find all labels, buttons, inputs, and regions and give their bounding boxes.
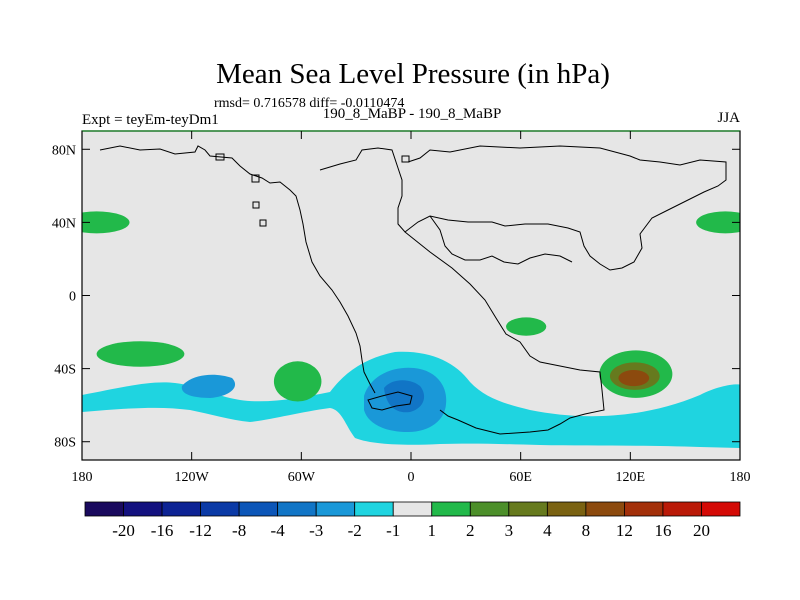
colorbar-box-11 xyxy=(508,501,548,517)
colorbar-box-6 xyxy=(315,501,356,517)
y-tick-label-1: 40N xyxy=(52,216,76,231)
colorbar-box-12 xyxy=(546,501,587,517)
colorbar-label-14: 16 xyxy=(654,521,671,540)
island-d xyxy=(259,219,267,227)
colorbar-label-4: -4 xyxy=(271,521,286,540)
colorbar-label-3: -8 xyxy=(232,521,246,540)
atlantic-negative-core xyxy=(384,380,425,413)
colorbar-label-0: -20 xyxy=(112,521,135,540)
x-tick-label-0: 180 xyxy=(72,470,93,485)
coastline-africa-eurasia xyxy=(319,145,727,271)
colorbar-box-13 xyxy=(585,501,625,517)
colorbar: -20 -16 -12 -8 -4 -3 -2 -1 1 2 3 4 8 12 16 20 xyxy=(84,501,741,540)
y-tick-label-4: 80S xyxy=(54,436,76,451)
x-tick-label-3: 0 xyxy=(408,470,415,485)
positive-anomaly-layer xyxy=(82,211,740,402)
chart-title: Mean Sea Level Pressure (in hPa) xyxy=(216,58,610,90)
colorbar-label-10: 3 xyxy=(505,521,514,540)
colorbar-box-16 xyxy=(701,501,741,517)
colorbar-box-0 xyxy=(84,501,124,517)
colorbar-label-7: -1 xyxy=(386,521,400,540)
anomaly-region-3 xyxy=(273,361,322,402)
colorbar-label-6: -2 xyxy=(348,521,362,540)
y-tick-label-0: 80N xyxy=(52,143,76,158)
x-tick-label-4: 60E xyxy=(509,470,532,485)
pacific-negative-core xyxy=(181,374,236,398)
period-label: 190_8_MaBP - 190_8_MaBP xyxy=(323,106,502,122)
anomaly-region-5-core xyxy=(618,370,650,387)
coastlines xyxy=(99,145,727,435)
colorbar-box-14 xyxy=(624,501,664,517)
colorbar-label-2: -12 xyxy=(189,521,212,540)
anomaly-region-1 xyxy=(696,211,740,234)
colorbar-label-8: 1 xyxy=(428,521,437,540)
colorbar-label-1: -16 xyxy=(151,521,174,540)
axes: 180 120W 60W 0 60E 120E 180 80N 40N 0 40S 80S xyxy=(52,131,751,485)
colorbar-label-11: 4 xyxy=(543,521,552,540)
x-tick-label-1: 120W xyxy=(175,470,210,485)
colorbar-label-12: 8 xyxy=(582,521,591,540)
anomaly-region-4 xyxy=(506,317,547,336)
anomaly-region-2 xyxy=(96,341,185,367)
x-tick-label-2: 60W xyxy=(288,470,316,485)
experiment-label: Expt = teyEm-teyDm1 xyxy=(82,112,219,128)
island-e xyxy=(215,153,225,161)
x-tick-label-5: 120E xyxy=(616,470,646,485)
island-b xyxy=(251,174,260,183)
colorbar-label-15: 20 xyxy=(693,521,710,540)
colorbar-box-1 xyxy=(123,501,163,517)
coastline-arabia-india xyxy=(429,215,573,265)
x-tick-label-6: 180 xyxy=(730,470,751,485)
colorbar-box-8 xyxy=(392,501,433,517)
colorbar-box-3 xyxy=(200,501,240,517)
y-tick-label-3: 40S xyxy=(54,363,76,378)
anomaly-region-0 xyxy=(82,211,130,234)
y-tick-label-2: 0 xyxy=(69,290,76,305)
colorbar-label-13: 12 xyxy=(616,521,633,540)
colorbar-box-4 xyxy=(238,501,279,517)
colorbar-box-10 xyxy=(469,501,510,517)
season-label: JJA xyxy=(717,110,740,126)
coastline-africa-south xyxy=(404,231,605,435)
colorbar-box-5 xyxy=(277,501,317,517)
colorbar-box-2 xyxy=(161,501,201,517)
stats-line: rmsd= 0.716578 diff= -0.0110474 xyxy=(214,96,404,111)
colorbar-label-5: -3 xyxy=(309,521,323,540)
coastline-south-atlantic-loop xyxy=(367,391,413,411)
colorbar-box-9 xyxy=(431,501,471,517)
colorbar-box-7 xyxy=(354,501,394,517)
colorbar-box-15 xyxy=(662,501,702,517)
island-c xyxy=(252,201,260,209)
coastline-north-america-greenland xyxy=(99,145,376,394)
colorbar-label-9: 2 xyxy=(466,521,475,540)
island-a xyxy=(401,155,410,163)
